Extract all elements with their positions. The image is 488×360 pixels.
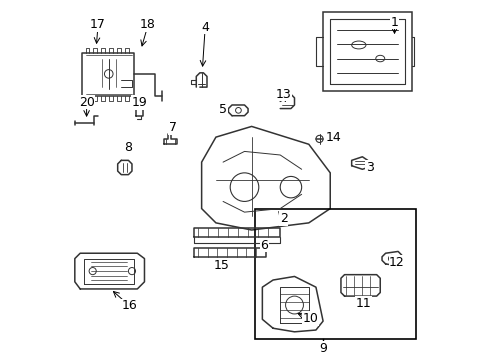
Text: 6: 6: [260, 239, 267, 252]
Text: 9: 9: [319, 342, 326, 355]
Text: 4: 4: [201, 21, 209, 33]
Text: 3: 3: [365, 161, 373, 174]
Text: 13: 13: [275, 88, 290, 101]
Text: 19: 19: [131, 96, 147, 109]
Text: 14: 14: [325, 131, 341, 144]
Text: 18: 18: [140, 18, 156, 31]
Text: 2: 2: [279, 212, 287, 225]
Text: 8: 8: [124, 141, 132, 154]
Text: 15: 15: [213, 258, 229, 271]
Text: 11: 11: [354, 297, 370, 310]
Bar: [255, 208, 415, 339]
Text: 16: 16: [122, 299, 137, 312]
Text: 1: 1: [390, 15, 398, 28]
Text: 12: 12: [388, 256, 404, 269]
Text: 5: 5: [219, 103, 226, 116]
Text: 10: 10: [302, 312, 318, 325]
Text: 20: 20: [79, 96, 94, 109]
Text: 7: 7: [169, 121, 177, 134]
Text: 17: 17: [90, 18, 106, 31]
